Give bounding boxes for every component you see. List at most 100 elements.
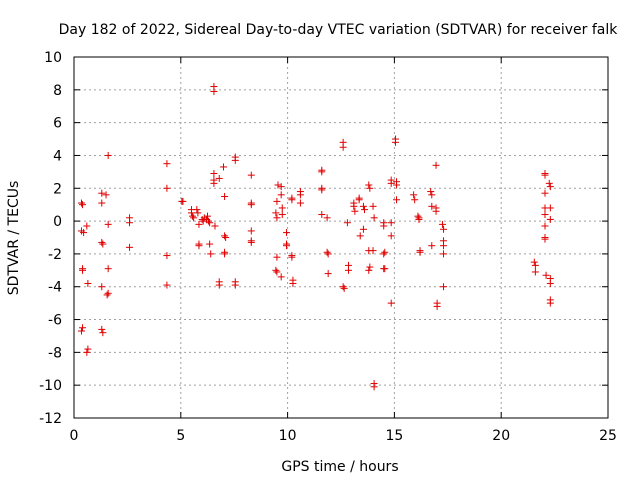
data-point	[98, 283, 106, 291]
data-point	[247, 237, 255, 245]
data-point	[296, 191, 304, 199]
data-point	[359, 225, 367, 233]
data-point	[324, 250, 332, 258]
data-point	[288, 253, 296, 261]
data-point	[206, 240, 214, 248]
data-point	[195, 220, 203, 228]
data-point	[189, 212, 197, 220]
axis-ticks	[73, 56, 609, 419]
data-point	[432, 207, 440, 215]
y-tick-label: -4	[48, 280, 62, 296]
data-point	[205, 217, 213, 225]
plot-frame	[73, 56, 609, 419]
data-point	[187, 209, 195, 217]
data-point	[79, 201, 87, 209]
data-point	[411, 196, 419, 204]
data-point	[432, 161, 440, 169]
data-point	[531, 261, 539, 269]
data-point	[273, 197, 281, 205]
data-point	[546, 279, 554, 287]
data-point	[365, 181, 373, 189]
data-point	[247, 227, 255, 235]
data-points	[77, 83, 554, 391]
data-point	[323, 214, 331, 222]
data-point	[350, 202, 358, 210]
data-point	[194, 209, 202, 217]
data-point	[210, 170, 218, 178]
data-point	[360, 206, 368, 214]
data-point	[546, 204, 554, 212]
data-point	[433, 302, 441, 310]
data-point	[369, 202, 377, 210]
y-tick-label: -12	[39, 411, 62, 427]
data-point	[221, 192, 229, 200]
data-point	[355, 194, 363, 202]
data-point	[416, 247, 424, 255]
y-tick-label: -10	[39, 378, 62, 394]
data-point	[370, 383, 378, 391]
data-point	[104, 220, 112, 228]
data-point	[410, 191, 418, 199]
data-point	[393, 196, 401, 204]
data-point	[387, 219, 395, 227]
data-point	[99, 240, 107, 248]
data-point	[387, 232, 395, 240]
data-point	[126, 243, 134, 251]
data-point	[211, 222, 219, 230]
data-point	[277, 273, 285, 281]
y-axis-tick-labels: -12 -10 -8 -6 -4 -2 0 2 4 6 8 10	[39, 50, 62, 427]
data-point	[163, 252, 171, 260]
data-point	[231, 281, 239, 289]
data-point	[103, 291, 111, 299]
data-point	[83, 348, 91, 356]
data-point	[77, 327, 85, 335]
data-point	[366, 184, 374, 192]
data-point	[370, 214, 378, 222]
data-point	[190, 214, 198, 222]
data-point	[393, 181, 401, 189]
data-point	[272, 266, 280, 274]
data-point	[339, 283, 347, 291]
y-tick-label: -2	[48, 247, 62, 263]
data-point	[84, 279, 92, 287]
data-point	[104, 265, 112, 273]
data-point	[440, 283, 448, 291]
data-point	[215, 174, 223, 182]
data-point	[541, 211, 549, 219]
data-point	[102, 191, 110, 199]
data-point	[546, 299, 554, 307]
x-tick-label: 10	[279, 428, 297, 444]
data-point	[438, 220, 446, 228]
data-point	[391, 138, 399, 146]
data-point	[366, 263, 374, 271]
data-point	[195, 242, 203, 250]
x-tick-label: 15	[385, 428, 403, 444]
data-point	[541, 235, 549, 243]
x-tick-label: 0	[70, 428, 79, 444]
chart-title: Day 182 of 2022, Sidereal Day-to-day VTE…	[59, 22, 619, 38]
data-point	[193, 206, 201, 214]
data-point	[99, 329, 107, 337]
y-tick-label: 8	[53, 83, 62, 99]
data-point	[273, 253, 281, 261]
data-point	[546, 215, 554, 223]
data-point	[98, 325, 106, 333]
data-point	[324, 270, 332, 278]
data-point	[98, 199, 106, 207]
data-point	[278, 211, 286, 219]
data-point	[207, 250, 215, 258]
data-point	[231, 156, 239, 164]
data-point	[98, 238, 106, 246]
data-point	[247, 201, 255, 209]
data-point	[530, 258, 538, 266]
y-tick-label: 6	[53, 116, 62, 132]
data-point	[428, 191, 436, 199]
data-point	[542, 271, 550, 279]
data-point	[104, 151, 112, 159]
data-point	[179, 197, 187, 205]
data-point	[289, 279, 297, 287]
data-point	[273, 268, 281, 276]
data-point	[104, 289, 112, 297]
data-point	[215, 281, 223, 289]
